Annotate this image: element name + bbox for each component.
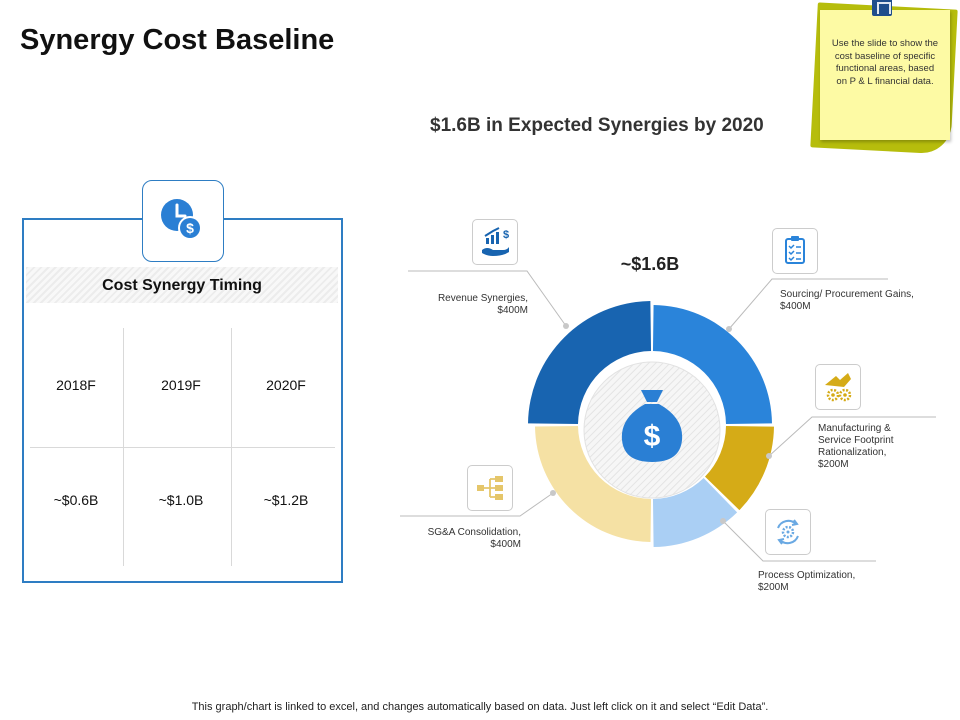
timing-value-cell: ~$1.2B [263, 492, 309, 508]
timing-value-cell: ~$1.0B [158, 492, 204, 508]
timing-year-cell: 2018F [56, 377, 96, 393]
sticky-note-text: Use the slide to show the cost baseline … [831, 38, 939, 87]
segment-label-process: Process Optimization, $200M [758, 570, 856, 593]
footer-note: This graph/chart is linked to excel, and… [191, 701, 769, 713]
timing-icon-box: $ [142, 180, 224, 262]
svg-text:$: $ [186, 220, 194, 236]
factory-gear-icon [825, 373, 852, 402]
donut-slice-revenue-synergies [528, 301, 652, 425]
segment-value: $400M [497, 305, 528, 316]
sticky-note-paper [820, 10, 950, 140]
manufacturing-icon-box [815, 364, 861, 410]
segment-name: Revenue Synergies [437, 293, 526, 304]
hand-growth-dollar-icon: $ [482, 227, 509, 256]
timing-value-cell: ~$0.6B [53, 492, 99, 508]
donut-slice-sourcing-procurement-gains [652, 305, 772, 425]
svg-text:$: $ [644, 420, 661, 453]
donut-slice-manufacturing-service-footprint-rationalization [705, 425, 774, 511]
sga-icon-box [467, 465, 513, 511]
timing-year-cell: 2019F [161, 377, 201, 393]
leader-dots [550, 323, 772, 524]
process-icon-box [765, 509, 811, 555]
segment-label-revenue: Revenue Synergies, $400M [437, 293, 528, 316]
org-chart-icon [477, 476, 503, 500]
table-divider [30, 447, 335, 448]
segment-name: Manufacturing & Service Footprint Ration… [818, 423, 894, 458]
donut-segments [528, 301, 774, 547]
page-title: Synergy Cost Baseline [20, 24, 335, 56]
sourcing-icon-box [772, 228, 818, 274]
money-bag-icon: $ [621, 390, 683, 462]
process-cycle-icon [777, 519, 799, 545]
binder-clip-icon [872, 0, 892, 16]
segment-name: Process Optimization [758, 570, 853, 581]
segment-value: $200M [818, 459, 849, 470]
donut-slice-sg-a-consolidation [535, 425, 652, 542]
donut-total-label: ~$1.6B [620, 254, 680, 274]
clipboard-checklist-icon [785, 236, 805, 264]
timing-year-cell: 2020F [266, 377, 306, 393]
segment-label-sga: SG&A Consolidation, $400M [427, 527, 521, 550]
donut-slice-process-optimization [652, 478, 738, 547]
revenue-icon-box: $ [472, 219, 518, 265]
svg-text:$: $ [503, 229, 509, 241]
segment-value: $400M [490, 539, 521, 550]
segment-label-sourcing: Sourcing/ Procurement Gains, $400M [780, 289, 914, 312]
clock-dollar-icon: $ [161, 199, 202, 240]
leader-lines [400, 270, 936, 562]
segment-name: Sourcing/ Procurement Gains [780, 289, 912, 300]
timing-panel-header [26, 267, 338, 303]
chart-subtitle: $1.6B in Expected Synergies by 2020 [430, 115, 764, 136]
segment-name: SG&A Consolidation [427, 527, 519, 538]
segment-value: $200M [758, 582, 789, 593]
segment-label-manufacturing: Manufacturing & Service Footprint Ration… [818, 423, 894, 470]
timing-panel-title: Cost Synergy Timing [102, 277, 262, 294]
sticky-note: Use the slide to show the cost baseline … [810, 0, 960, 160]
segment-value: $400M [780, 301, 811, 312]
